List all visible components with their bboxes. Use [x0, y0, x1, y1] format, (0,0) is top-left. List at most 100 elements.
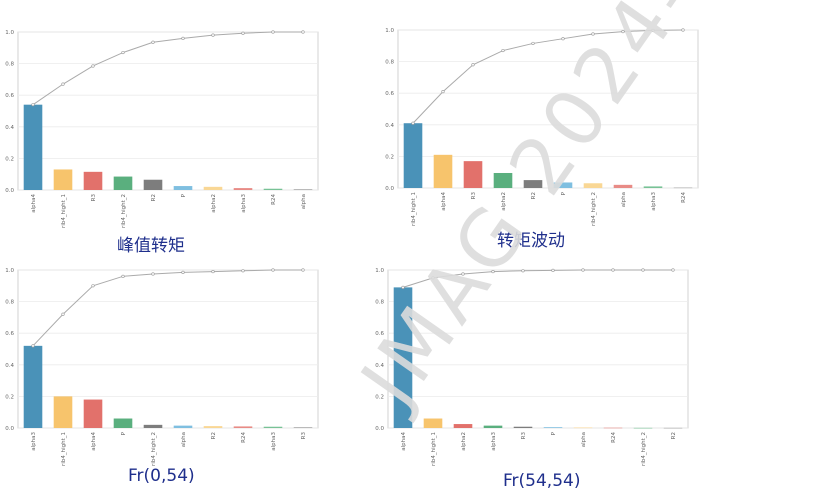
cumulative-point	[61, 82, 65, 86]
bar	[293, 427, 313, 428]
x-tick-label: alpha	[581, 432, 587, 447]
chart-title: 转矩波动	[497, 231, 565, 251]
cumulative-point	[551, 268, 555, 272]
y-tick-label: 0.8	[5, 300, 14, 306]
cumulative-point	[181, 36, 185, 40]
x-tick-label: rib4_hight_1	[61, 432, 67, 466]
cumulative-point	[521, 269, 525, 273]
cumulative-point	[241, 31, 245, 35]
cumulative-point	[441, 90, 445, 94]
chart-svg: 0.0 0.2 0.4 0.6 0.8 1.0 alpha4 rib4_hight_1 R3 ri…	[5, 30, 319, 228]
bar	[83, 171, 103, 190]
cumulative-point	[531, 41, 535, 46]
cumulative-point	[491, 269, 495, 274]
x-tick-label: rib4_hight_2	[151, 432, 157, 466]
x-tick-label: R24	[241, 432, 247, 443]
cumulative-line	[32, 269, 303, 347]
y-tick-label: 0.0	[5, 426, 14, 432]
bar	[233, 426, 253, 428]
cumulative-point	[651, 28, 655, 32]
x-tick-label: alpha3	[651, 192, 657, 211]
x-tick-label: R24	[271, 194, 277, 205]
bar	[523, 180, 543, 188]
chart-svg: 0.0 0.2 0.4 0.6 0.8 1.0 rib4_hight_1 alpha4 R3 al…	[385, 28, 699, 226]
bar	[293, 189, 313, 190]
x-tick-label: rib4_hight_1	[411, 192, 417, 226]
x-tick-label: R3	[91, 194, 97, 202]
x-tick-label: alpha2	[211, 194, 217, 213]
cumulative-point	[271, 268, 275, 272]
y-tick-label: 0.6	[385, 91, 394, 97]
cumulative-point	[31, 103, 35, 107]
x-tick-label: R2	[151, 194, 157, 201]
bar	[263, 426, 283, 428]
cumulative-point	[61, 312, 65, 316]
y-tick-label: 0.2	[375, 394, 384, 400]
bar	[423, 418, 443, 428]
x-tick-label: alpha	[181, 432, 187, 447]
bar	[493, 172, 513, 188]
cumulative-point	[581, 268, 585, 272]
bar	[573, 427, 593, 429]
x-tick-label: rib4_hight_2	[591, 192, 597, 226]
chart-fr-0-54: 0.0 0.2 0.4 0.6 0.8 1.0 alpha3 rib4_hight_1 alph…	[0, 262, 330, 477]
cumulative-point	[611, 268, 615, 272]
bar	[233, 188, 253, 190]
y-tick-label: 0.2	[5, 156, 14, 162]
x-tick-label: P	[181, 193, 187, 197]
bar	[453, 424, 473, 428]
bar	[543, 427, 563, 428]
bar	[173, 186, 193, 190]
cumulative-point	[211, 33, 215, 37]
y-tick-label: 0.6	[5, 93, 14, 99]
cumulative-point	[121, 274, 125, 278]
cumulative-point	[301, 268, 305, 272]
cumulative-point	[591, 32, 595, 36]
x-tick-label: alpha4	[31, 194, 37, 213]
cumulative-point	[271, 30, 275, 34]
x-tick-label: alpha	[301, 194, 307, 209]
y-tick-label: 0.0	[5, 188, 14, 194]
cumulative-line	[402, 269, 673, 288]
chart-title: 峰值转矩	[117, 236, 185, 256]
x-tick-label: R2	[211, 432, 217, 439]
bar	[83, 399, 103, 428]
y-tick-label: 0.2	[5, 394, 14, 400]
x-tick-label: rib4_hight_1	[61, 194, 67, 228]
x-tick-label: alpha4	[91, 432, 97, 451]
cumulative-point	[211, 269, 215, 274]
cumulative-point	[31, 344, 35, 348]
y-tick-label: 0.4	[375, 363, 384, 369]
bar	[53, 396, 73, 428]
y-tick-label: 0.8	[5, 62, 14, 68]
x-tick-label: alpha3	[31, 432, 37, 451]
cumulative-point	[641, 268, 645, 272]
bar	[173, 425, 193, 428]
bar	[463, 161, 483, 188]
chart-torque-ripple: 0.0 0.2 0.4 0.6 0.8 1.0 rib4_hight_1 alpha4 R3 al…	[380, 22, 710, 237]
y-tick-label: 1.0	[5, 30, 14, 36]
cumulative-point	[241, 269, 245, 273]
x-tick-label: alpha4	[441, 192, 447, 211]
x-tick-label: R3	[521, 432, 527, 440]
bar	[633, 427, 653, 429]
cumulative-point	[301, 30, 305, 34]
cumulative-point	[681, 28, 685, 32]
cumulative-point	[151, 40, 155, 44]
bar	[433, 154, 453, 188]
bar	[23, 104, 43, 190]
chart-svg: 0.0 0.2 0.4 0.6 0.8 1.0 alpha3 rib4_hight_1 alph…	[5, 268, 319, 466]
x-tick-label: rib4_hight_2	[641, 432, 647, 466]
x-tick-label: P	[561, 191, 567, 195]
x-tick-label: alpha	[621, 192, 627, 207]
bar	[143, 424, 163, 428]
cumulative-point	[621, 29, 625, 34]
plot-area	[17, 31, 319, 191]
x-tick-label: R2	[671, 432, 677, 439]
y-tick-label: 0.6	[5, 331, 14, 337]
bar	[113, 418, 133, 428]
bar	[53, 169, 73, 190]
y-tick-label: 1.0	[385, 28, 394, 34]
cumulative-point	[181, 270, 185, 274]
cumulative-point	[401, 285, 405, 289]
